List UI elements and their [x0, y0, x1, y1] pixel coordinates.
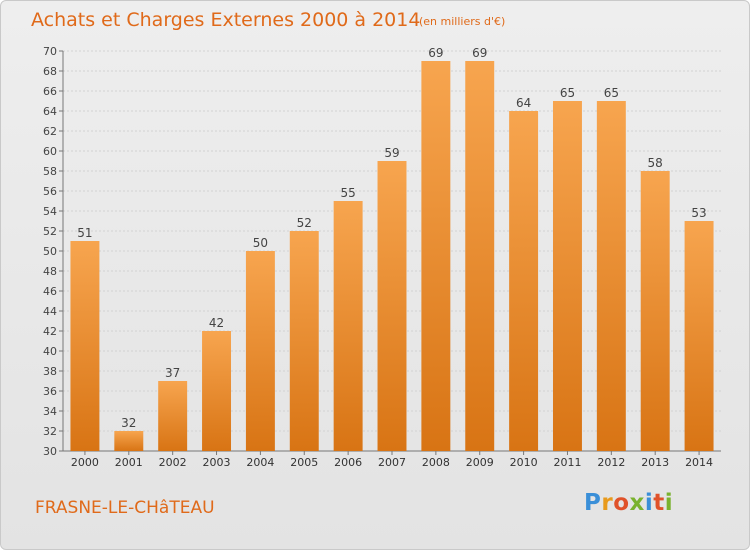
bar-2014: [684, 221, 714, 451]
y-tick-label: 66: [43, 85, 57, 98]
bar-2013: [640, 171, 670, 451]
data-label: 64: [516, 96, 531, 110]
x-tick-label: 2002: [159, 456, 187, 469]
data-label: 59: [384, 146, 399, 160]
data-label: 50: [253, 236, 268, 250]
x-tick-label: 2006: [334, 456, 362, 469]
x-tick-label: 2003: [203, 456, 231, 469]
x-tick-label: 2001: [115, 456, 143, 469]
y-tick-label: 60: [43, 145, 57, 158]
data-label: 69: [472, 46, 487, 60]
x-tick-label: 2007: [378, 456, 406, 469]
x-tick-label: 2004: [246, 456, 274, 469]
logo-letter: o: [613, 490, 630, 516]
y-tick-label: 38: [43, 365, 57, 378]
data-label: 51: [77, 226, 92, 240]
data-label: 69: [428, 46, 443, 60]
data-label: 65: [604, 86, 619, 100]
x-tick-label: 2010: [510, 456, 538, 469]
y-tick-label: 34: [43, 405, 57, 418]
logo-letter: P: [584, 490, 602, 516]
y-tick-label: 44: [43, 305, 57, 318]
logo-letter: t: [653, 490, 665, 516]
y-tick-label: 30: [43, 445, 57, 458]
y-tick-label: 64: [43, 105, 57, 118]
bar-2009: [465, 61, 495, 451]
bar-2007: [377, 161, 407, 451]
x-tick-label: 2008: [422, 456, 450, 469]
data-label: 53: [691, 206, 706, 220]
y-tick-label: 56: [43, 185, 57, 198]
x-tick-label: 2000: [71, 456, 99, 469]
chart-subtitle: (en milliers d'€): [419, 15, 506, 28]
y-tick-label: 36: [43, 385, 57, 398]
x-tick-label: 2012: [597, 456, 625, 469]
x-tick-label: 2011: [553, 456, 581, 469]
y-tick-label: 40: [43, 345, 57, 358]
y-tick-label: 62: [43, 125, 57, 138]
data-label: 65: [560, 86, 575, 100]
y-tick-label: 42: [43, 325, 57, 338]
bar-2006: [333, 201, 363, 451]
logo-letter: r: [601, 490, 614, 516]
data-label: 58: [648, 156, 663, 170]
y-tick-label: 32: [43, 425, 57, 438]
y-tick-label: 68: [43, 65, 57, 78]
place-name: FRASNE-LE-CHâTEAU: [35, 498, 215, 518]
y-tick-label: 48: [43, 265, 57, 278]
data-label: 37: [165, 366, 180, 380]
x-tick-label: 2009: [466, 456, 494, 469]
bar-2011: [552, 101, 582, 451]
data-label: 55: [340, 186, 355, 200]
data-label: 52: [297, 216, 312, 230]
logo-letter: i: [664, 490, 674, 516]
bar-2010: [509, 111, 539, 451]
chart-title: Achats et Charges Externes 2000 à 2014: [31, 9, 421, 31]
y-tick-label: 46: [43, 285, 57, 298]
bar-2005: [289, 231, 319, 451]
proxiti-logo: Proxiti: [584, 490, 673, 516]
x-tick-label: 2005: [290, 456, 318, 469]
x-tick-label: 2014: [685, 456, 713, 469]
data-label: 42: [209, 316, 224, 330]
y-tick-label: 58: [43, 165, 57, 178]
bar-2003: [202, 331, 232, 451]
bar-2012: [596, 101, 626, 451]
data-label: 32: [121, 416, 136, 430]
y-tick-label: 50: [43, 245, 57, 258]
logo-letter: i: [644, 490, 654, 516]
x-tick-label: 2013: [641, 456, 669, 469]
y-tick-label: 54: [43, 205, 57, 218]
bar-2001: [114, 431, 144, 451]
y-tick-label: 52: [43, 225, 57, 238]
bar-2004: [245, 251, 275, 451]
bar-2002: [158, 381, 188, 451]
bar-2000: [70, 241, 100, 451]
y-tick-label: 70: [43, 45, 57, 58]
bar-2008: [421, 61, 451, 451]
logo-letter: x: [629, 490, 645, 516]
